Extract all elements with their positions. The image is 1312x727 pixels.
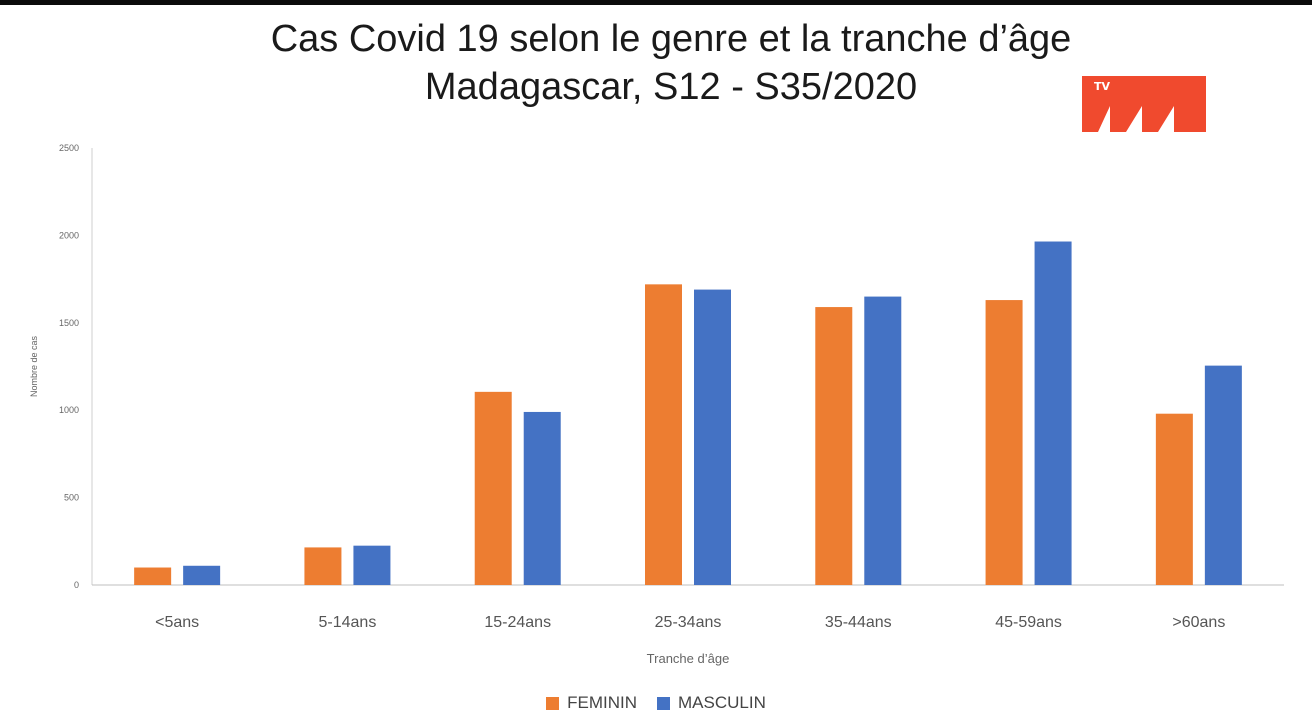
bar-feminin <box>645 284 682 585</box>
tv-channel-logo: TV <box>1082 76 1206 132</box>
x-tick-label: 25-34ans <box>655 614 722 631</box>
x-tick-label: 15-24ans <box>484 614 551 631</box>
y-tick-label: 0 <box>74 580 79 590</box>
chart-title: Cas Covid 19 selon le genre et la tranch… <box>270 18 1072 60</box>
chart-subtitle: Madagascar, S12 - S35/2020 <box>424 66 918 108</box>
bar-feminin <box>134 567 172 585</box>
tv-logo-text: TV <box>1094 80 1111 93</box>
legend-item-feminin: FEMININ <box>546 693 637 713</box>
legend: FEMININ MASCULIN <box>0 693 1312 713</box>
bar-feminin <box>304 547 342 585</box>
tv-logo-graphic <box>1082 76 1206 132</box>
x-tick-label: 45-59ans <box>995 614 1062 631</box>
y-tick-label: 1500 <box>59 318 79 328</box>
x-axis-categories: <5ans 5-14ans 15-24ans 25-34ans 35-44ans 45-5… <box>155 614 1225 631</box>
bar-masculin <box>1034 241 1072 585</box>
bars-group <box>134 241 1242 585</box>
bar-masculin <box>523 411 561 585</box>
y-axis-label: Nombre de cas <box>29 335 39 397</box>
bar-feminin <box>985 300 1023 585</box>
legend-label-masculin: MASCULIN <box>678 693 766 712</box>
x-tick-label: 35-44ans <box>825 614 892 631</box>
legend-swatch-feminin <box>546 696 560 710</box>
y-tick-label: 2500 <box>59 143 79 153</box>
x-tick-label: 5-14ans <box>319 614 377 631</box>
bar-masculin <box>694 289 731 585</box>
y-axis-ticks: 0 500 1000 1500 2000 2500 <box>59 143 79 590</box>
legend-swatch-masculin <box>657 696 671 710</box>
bar-masculin <box>353 545 391 585</box>
bar-masculin <box>183 565 221 585</box>
y-tick-label: 1000 <box>59 405 79 415</box>
legend-item-masculin: MASCULIN <box>657 693 766 713</box>
x-tick-label: <5ans <box>155 614 199 631</box>
bar-masculin <box>1204 365 1242 585</box>
top-border <box>0 0 1312 5</box>
bar-feminin <box>1155 413 1193 585</box>
bar-feminin <box>815 307 853 585</box>
y-tick-label: 2000 <box>59 230 79 240</box>
x-axis-label: Tranche d’âge <box>647 651 730 666</box>
x-tick-label: >60ans <box>1172 614 1225 631</box>
y-tick-label: 500 <box>64 493 79 503</box>
bar-masculin <box>864 296 902 585</box>
legend-label-feminin: FEMININ <box>567 693 638 712</box>
bar-feminin <box>474 391 512 585</box>
